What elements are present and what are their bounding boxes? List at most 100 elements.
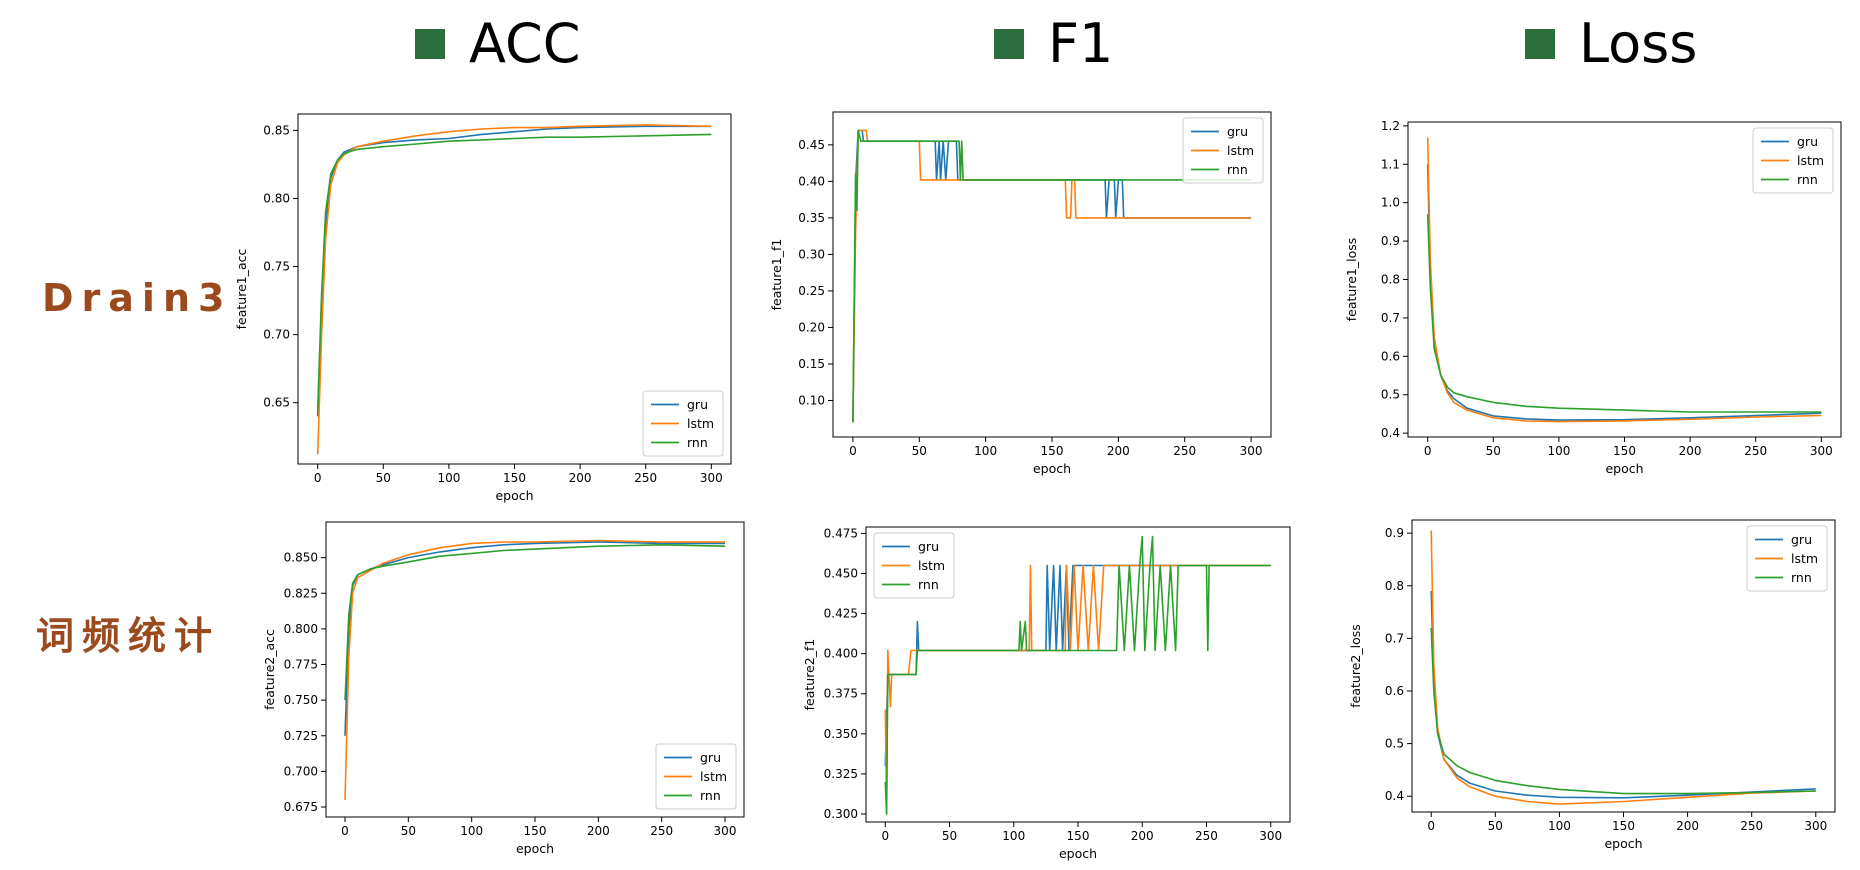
y-tick-label: 0.8 <box>1385 579 1404 593</box>
x-tick-label: 0 <box>881 829 889 843</box>
legend-box <box>1752 127 1834 194</box>
column-header-loss: Loss <box>1525 12 1697 76</box>
y-tick-label: 0.25 <box>798 284 825 298</box>
chart-feature1-loss: 0 50 100 150 200 250 300 0.4 0.5 0.6 0.7 0.8 0.9 1.0 1… <box>1342 110 1847 485</box>
chart-feature1-f1: 0 50 100 150 200 250 300 0.10 0.15 0.20 0.25 0.30 0.… <box>767 100 1277 485</box>
column-header-label: ACC <box>469 12 581 75</box>
y-tick-label: 0.70 <box>263 328 290 342</box>
chart-feature2-loss: 0 50 100 150 200 250 300 0.4 0.5 0.6 0.7 0.8 0.9 epoc… <box>1346 508 1841 860</box>
legend-label-gru: gru <box>1227 124 1248 139</box>
legend-label-rnn: rnn <box>918 577 939 592</box>
row-label-word-frequency: 词频统计 <box>36 614 221 658</box>
x-tick-label: 150 <box>1613 444 1636 458</box>
y-tick-label: 0.7 <box>1385 631 1404 645</box>
x-tick-label: 150 <box>1041 444 1064 458</box>
y-tick-label: 0.6 <box>1385 684 1404 698</box>
legend-box <box>642 390 724 457</box>
legend: gru lstm rnn <box>642 390 724 457</box>
y-tick-label: 0.850 <box>284 551 318 565</box>
y-tick-label: 0.5 <box>1381 388 1400 402</box>
legend-label-gru: gru <box>1797 134 1818 149</box>
x-axis-label: epoch <box>516 841 554 856</box>
x-tick-label: 50 <box>1488 819 1503 833</box>
legend-box <box>873 532 955 599</box>
x-tick-label: 200 <box>1131 829 1154 843</box>
x-tick-label: 0 <box>314 471 322 485</box>
x-tick-label: 250 <box>1195 829 1218 843</box>
chart-svg: 0 50 100 150 200 250 300 0.10 0.15 0.20 0.25 0.30 0.… <box>769 111 1272 476</box>
header-square-icon <box>415 29 445 59</box>
x-tick-label: 150 <box>1067 829 1090 843</box>
y-tick-label: 0.30 <box>798 247 825 261</box>
x-tick-label: 300 <box>1240 444 1263 458</box>
series-line-rnn <box>1430 627 1816 795</box>
y-tick-label: 0.8 <box>1381 273 1400 287</box>
y-tick-label: 0.65 <box>263 396 290 410</box>
legend-label-lstm: lstm <box>1791 551 1818 566</box>
x-tick-label: 200 <box>587 824 610 838</box>
x-tick-label: 100 <box>437 471 460 485</box>
y-tick-label: 0.6 <box>1381 349 1400 363</box>
y-tick-label: 0.400 <box>824 647 858 661</box>
x-tick-label: 100 <box>460 824 483 838</box>
header-square-icon <box>1525 29 1555 59</box>
x-tick-label: 250 <box>1744 444 1767 458</box>
x-tick-label: 250 <box>650 824 673 838</box>
x-tick-label: 150 <box>503 471 526 485</box>
column-header-label: F1 <box>1048 12 1114 75</box>
row-label-drain3: Drain3 <box>42 276 233 320</box>
y-tick-label: 0.675 <box>284 800 318 814</box>
column-header-label: Loss <box>1579 12 1698 75</box>
legend: gru lstm rnn <box>1182 117 1264 184</box>
y-axis-label: feature1_loss <box>1344 238 1359 321</box>
legend: gru lstm rnn <box>1746 525 1828 592</box>
y-tick-label: 0.700 <box>284 764 318 778</box>
y-tick-label: 0.750 <box>284 693 318 707</box>
series-line-gru <box>1430 590 1816 799</box>
y-axis-label: feature1_f1 <box>769 239 784 311</box>
series-line-gru <box>1426 164 1822 421</box>
legend-label-lstm: lstm <box>687 416 714 431</box>
x-tick-label: 150 <box>1612 819 1635 833</box>
y-tick-label: 0.35 <box>798 211 825 225</box>
x-tick-label: 50 <box>912 444 927 458</box>
x-tick-label: 250 <box>634 471 657 485</box>
x-tick-label: 100 <box>974 444 997 458</box>
x-tick-label: 200 <box>1679 444 1702 458</box>
y-tick-label: 0.75 <box>263 260 290 274</box>
y-tick-label: 0.9 <box>1385 526 1404 540</box>
series-line-rnn <box>1426 214 1822 413</box>
legend-box <box>1746 525 1828 592</box>
x-tick-label: 0 <box>1427 819 1435 833</box>
chart-feature2-acc: 0 50 100 150 200 250 300 0.675 0.700 0.725 0.750 0.… <box>260 510 750 865</box>
chart-feature1-acc: 0 50 100 150 200 250 300 0.65 0.70 0.75 0.80 0.85 ep… <box>232 102 737 512</box>
y-tick-label: 1.2 <box>1381 119 1400 133</box>
x-tick-label: 300 <box>1810 444 1833 458</box>
chart-svg: 0 50 100 150 200 250 300 0.300 0.325 0.350 0.375 0.… <box>802 526 1291 861</box>
y-tick-label: 0.85 <box>263 123 290 137</box>
legend-label-rnn: rnn <box>1227 162 1248 177</box>
legend-label-lstm: lstm <box>1227 143 1254 158</box>
y-tick-label: 0.775 <box>284 658 318 672</box>
x-tick-label: 0 <box>341 824 349 838</box>
legend-label-rnn: rnn <box>1797 172 1818 187</box>
y-tick-label: 0.350 <box>824 727 858 741</box>
x-tick-label: 200 <box>569 471 592 485</box>
series-line-rnn <box>852 129 1252 423</box>
legend: gru lstm rnn <box>1752 127 1834 194</box>
series-line-lstm <box>316 124 712 455</box>
x-tick-label: 150 <box>524 824 547 838</box>
y-tick-label: 0.450 <box>824 566 858 580</box>
y-tick-label: 0.825 <box>284 586 318 600</box>
y-tick-label: 0.10 <box>798 393 825 407</box>
column-header-f1: F1 <box>994 12 1113 76</box>
y-tick-label: 1.1 <box>1381 157 1400 171</box>
legend-box <box>655 743 737 810</box>
legend-label-gru: gru <box>918 539 939 554</box>
chart-svg: 0 50 100 150 200 250 300 0.65 0.70 0.75 0.80 0.85 ep… <box>234 113 732 503</box>
y-axis-label: feature2_f1 <box>802 639 817 711</box>
y-tick-label: 0.725 <box>284 729 318 743</box>
x-tick-label: 200 <box>1107 444 1130 458</box>
x-tick-label: 100 <box>1547 444 1570 458</box>
series-line-rnn <box>884 535 1271 815</box>
